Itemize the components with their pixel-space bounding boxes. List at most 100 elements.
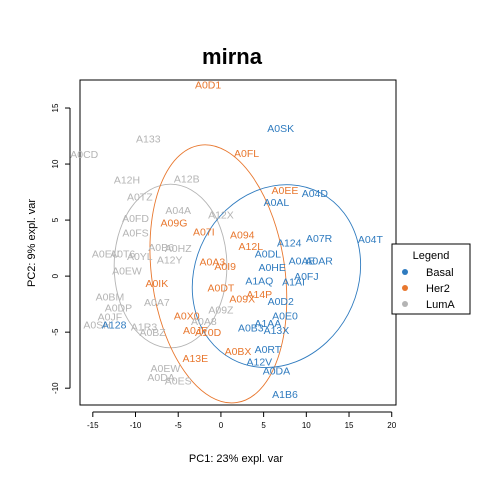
x-axis: -15 -10 -5 0 5 10 15 20 xyxy=(87,411,397,430)
y-axis: -10 -5 0 5 10 15 xyxy=(51,103,71,394)
x-tick-label: 0 xyxy=(219,421,224,430)
point-label-her2: A12L xyxy=(239,241,264,253)
point-label-basal: A0DL xyxy=(255,249,281,261)
point-label-luma: A0EW xyxy=(112,266,142,278)
point-label-luma: A12H xyxy=(114,175,140,187)
point-label-her2: A0JF xyxy=(183,325,208,337)
legend-marker-her2 xyxy=(402,285,408,291)
point-label-her2: A0BX xyxy=(225,346,252,358)
point-label-basal: A0AR xyxy=(305,255,333,267)
point-label-her2: A094 xyxy=(230,230,255,242)
point-label-luma: A0JF xyxy=(98,311,123,323)
point-label-basal: A04T xyxy=(358,234,384,246)
point-label-luma: A0T6 xyxy=(110,249,135,261)
point-label-luma: A0BZ xyxy=(139,327,166,339)
point-label-luma: A0DA xyxy=(147,372,174,384)
legend-label-luma: LumA xyxy=(426,299,455,311)
legend-label-her2: Her2 xyxy=(426,283,450,295)
x-tick-label: -5 xyxy=(175,421,183,430)
point-label-basal: A13X xyxy=(264,325,290,337)
y-tick-label: -5 xyxy=(51,328,60,336)
point-label-basal: A0RT xyxy=(255,344,282,356)
point-label-luma: A0SH xyxy=(83,319,110,331)
point-label-basal: A0D2 xyxy=(268,296,294,308)
point-label-her2: A0FL xyxy=(234,148,259,160)
point-label-luma: A0CD xyxy=(70,149,98,161)
point-label-luma: A0A8 xyxy=(191,316,217,328)
point-label-luma: A0TZ xyxy=(127,192,153,204)
point-label-her2: A13E xyxy=(182,353,208,365)
confidence-ellipses xyxy=(113,144,362,404)
legend: Legend Basal Her2 LumA xyxy=(391,243,471,315)
point-label-basal: A12V xyxy=(247,356,273,368)
x-tick-label: 20 xyxy=(387,421,396,430)
point-label-her2: A14P xyxy=(247,289,273,301)
point-label-luma: A12X xyxy=(208,209,234,221)
point-label-luma: A0HZ xyxy=(165,243,192,255)
point-label-her2: A0I9 xyxy=(214,261,236,273)
point-label-luma: A0FD xyxy=(122,213,149,225)
point-label-her2: A09X xyxy=(229,294,255,306)
point-label-basal: A1AA xyxy=(254,318,281,330)
legend-title: Legend xyxy=(413,250,450,262)
legend-marker-luma xyxy=(402,301,408,307)
point-label-luma: A0ES xyxy=(165,375,192,387)
chart-title: mirna xyxy=(202,44,263,69)
point-label-luma: A133 xyxy=(136,133,161,145)
point-label-luma: A12B xyxy=(174,174,200,186)
point-label-basal: A124 xyxy=(277,238,302,250)
y-tick-label: -10 xyxy=(51,382,60,394)
x-tick-label: -10 xyxy=(130,421,142,430)
point-label-her2: A10D xyxy=(195,327,222,339)
point-label-basal: A0HE xyxy=(258,262,285,274)
x-tick-label: 5 xyxy=(261,421,266,430)
point-label-luma: A0EW xyxy=(151,363,181,375)
ellipse-her2 xyxy=(149,144,288,404)
x-tick-label: 15 xyxy=(345,421,354,430)
point-label-basal: A1B6 xyxy=(272,389,298,401)
point-label-her2: A0DT xyxy=(207,282,234,294)
y-tick-label: 10 xyxy=(51,159,60,168)
point-label-basal: A0SK xyxy=(267,123,294,135)
point-label-luma: A0BM xyxy=(96,291,125,303)
point-label-basal: A0DA xyxy=(263,365,290,377)
legend-marker-basal xyxy=(402,269,408,275)
point-label-her2: A0X0 xyxy=(174,310,200,322)
point-label-her2: A0IK xyxy=(145,278,168,290)
y-tick-label: 0 xyxy=(51,273,60,278)
point-label-her2: A07I xyxy=(193,226,215,238)
point-label-luma: A0FS xyxy=(122,227,148,239)
point-label-her2: A0A3 xyxy=(200,257,226,269)
point-label-luma: A0B6 xyxy=(148,242,174,254)
point-label-her2: A0EE xyxy=(272,185,299,197)
ellipse-basal xyxy=(191,184,362,369)
point-label-luma: A12Y xyxy=(157,254,183,266)
point-label-basal: A1AQ xyxy=(245,276,273,288)
point-label-basal: A0E0 xyxy=(272,310,298,322)
point-label-luma: A0EU xyxy=(92,249,119,261)
point-label-her2: A09G xyxy=(161,217,188,229)
y-tick-label: 5 xyxy=(51,217,60,222)
point-label-basal: A0FJ xyxy=(294,271,319,283)
y-axis-label: PC2: 9% expl. var xyxy=(26,199,38,287)
point-label-basal: A0AL xyxy=(264,197,290,209)
x-axis-label: PC1: 23% expl. var xyxy=(189,453,283,465)
point-label-basal: A07R xyxy=(306,233,333,245)
point-label-basal: A04D xyxy=(302,188,329,200)
y-tick-label: 15 xyxy=(51,103,60,112)
point-label-basal: A128 xyxy=(102,319,127,331)
point-label-her2: A0D1 xyxy=(195,79,221,91)
plot-frame xyxy=(79,79,397,406)
point-label-luma: A04A xyxy=(165,205,191,217)
point-label-basal: A1AI xyxy=(282,277,305,289)
legend-label-basal: Basal xyxy=(426,267,454,279)
point-label-basal: A0B3 xyxy=(238,323,264,335)
point-label-basal: A0AE xyxy=(289,255,316,267)
point-label-luma: A1R3 xyxy=(131,322,157,334)
point-label-luma: A0YL xyxy=(127,251,153,263)
x-tick-label: -15 xyxy=(87,421,99,430)
point-label-luma: A09Z xyxy=(208,305,234,317)
point-label-luma: A0A7 xyxy=(144,297,170,309)
